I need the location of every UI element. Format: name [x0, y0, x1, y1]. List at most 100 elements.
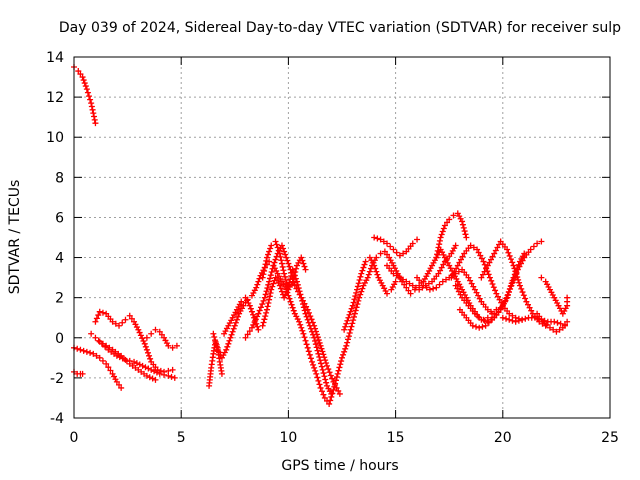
- data-point: [301, 263, 308, 270]
- data-point: [96, 308, 103, 315]
- data-point: [484, 306, 491, 313]
- data-point: [384, 240, 391, 247]
- data-point: [281, 270, 288, 277]
- data-point: [515, 276, 522, 283]
- data-point: [284, 257, 291, 264]
- data-point: [254, 313, 261, 320]
- data-point: [96, 354, 103, 361]
- data-point: [321, 354, 328, 361]
- axis-ticks: 0 5 10 15 20 25 -4 -2 0 2 4 6 8 10 12 14: [46, 50, 619, 446]
- data-point: [315, 377, 322, 384]
- data-point: [348, 323, 355, 330]
- data-point: [523, 298, 530, 305]
- data-point: [349, 302, 356, 309]
- data-point: [557, 320, 564, 327]
- data-point: [301, 334, 308, 341]
- data-point: [412, 284, 419, 291]
- data-point: [356, 294, 363, 301]
- data-point: [361, 261, 368, 268]
- data-point: [270, 262, 277, 269]
- data-point: [509, 279, 516, 286]
- data-point: [527, 246, 534, 253]
- data-point: [475, 292, 482, 299]
- data-point: [355, 297, 362, 304]
- data-point: [507, 256, 514, 263]
- data-point: [137, 332, 144, 339]
- data-point: [302, 266, 309, 273]
- data-point: [492, 287, 499, 294]
- data-point: [282, 251, 289, 258]
- data-point: [506, 252, 513, 259]
- data-point: [333, 374, 340, 381]
- data-point: [251, 319, 258, 326]
- x-tick-label: 10: [279, 430, 297, 446]
- data-point: [478, 255, 485, 262]
- data-point: [403, 284, 410, 291]
- data-point: [282, 291, 289, 298]
- data-point: [81, 80, 88, 87]
- data-point: [92, 120, 99, 127]
- data-point: [276, 250, 283, 257]
- data-point: [242, 334, 249, 341]
- y-tick-label: 2: [55, 291, 64, 307]
- data-point: [254, 281, 261, 288]
- data-point: [507, 285, 514, 292]
- data-point: [262, 313, 269, 320]
- data-point: [512, 318, 519, 325]
- data-point: [420, 282, 427, 289]
- data-point: [336, 364, 343, 371]
- data-point: [323, 359, 330, 366]
- data-point: [267, 289, 274, 296]
- data-point: [165, 372, 172, 379]
- data-point: [90, 350, 97, 357]
- data-point: [147, 355, 154, 362]
- data-point: [298, 254, 305, 261]
- data-point: [82, 83, 89, 90]
- data-point: [316, 339, 323, 346]
- data-point: [503, 295, 510, 302]
- data-point: [92, 334, 99, 341]
- data-point: [465, 274, 472, 281]
- data-point: [439, 278, 446, 285]
- data-point: [488, 277, 495, 284]
- data-point: [461, 228, 468, 235]
- data-point: [253, 284, 260, 291]
- data-point: [265, 281, 272, 288]
- data-point: [426, 286, 433, 293]
- data-point: [255, 326, 262, 333]
- data-point: [121, 355, 128, 362]
- data-point: [91, 116, 98, 123]
- data-point: [491, 250, 498, 257]
- data-point: [357, 273, 364, 280]
- data-point: [91, 113, 98, 120]
- data-point: [281, 248, 288, 255]
- data-point: [87, 349, 94, 356]
- data-point: [518, 285, 525, 292]
- data-point: [269, 283, 276, 290]
- data-point: [334, 370, 341, 377]
- data-point: [99, 340, 106, 347]
- data-point: [154, 366, 161, 373]
- data-point: [459, 221, 466, 228]
- data-point: [471, 310, 478, 317]
- data-point: [286, 263, 293, 270]
- data-point: [358, 270, 365, 277]
- data-point: [494, 244, 501, 251]
- y-tick-label: -4: [50, 411, 64, 427]
- data-point: [327, 372, 334, 379]
- data-point: [489, 253, 496, 260]
- data-point: [287, 298, 294, 305]
- data-point: [516, 282, 523, 289]
- data-point: [105, 364, 112, 371]
- data-point: [546, 324, 553, 331]
- data-point: [96, 338, 103, 345]
- data-point: [299, 327, 306, 334]
- data-point: [286, 295, 293, 302]
- data-point: [294, 281, 301, 288]
- data-point: [359, 267, 366, 274]
- data-point: [409, 240, 416, 247]
- data-point: [317, 360, 324, 367]
- data-point: [250, 311, 257, 318]
- data-point: [289, 278, 296, 285]
